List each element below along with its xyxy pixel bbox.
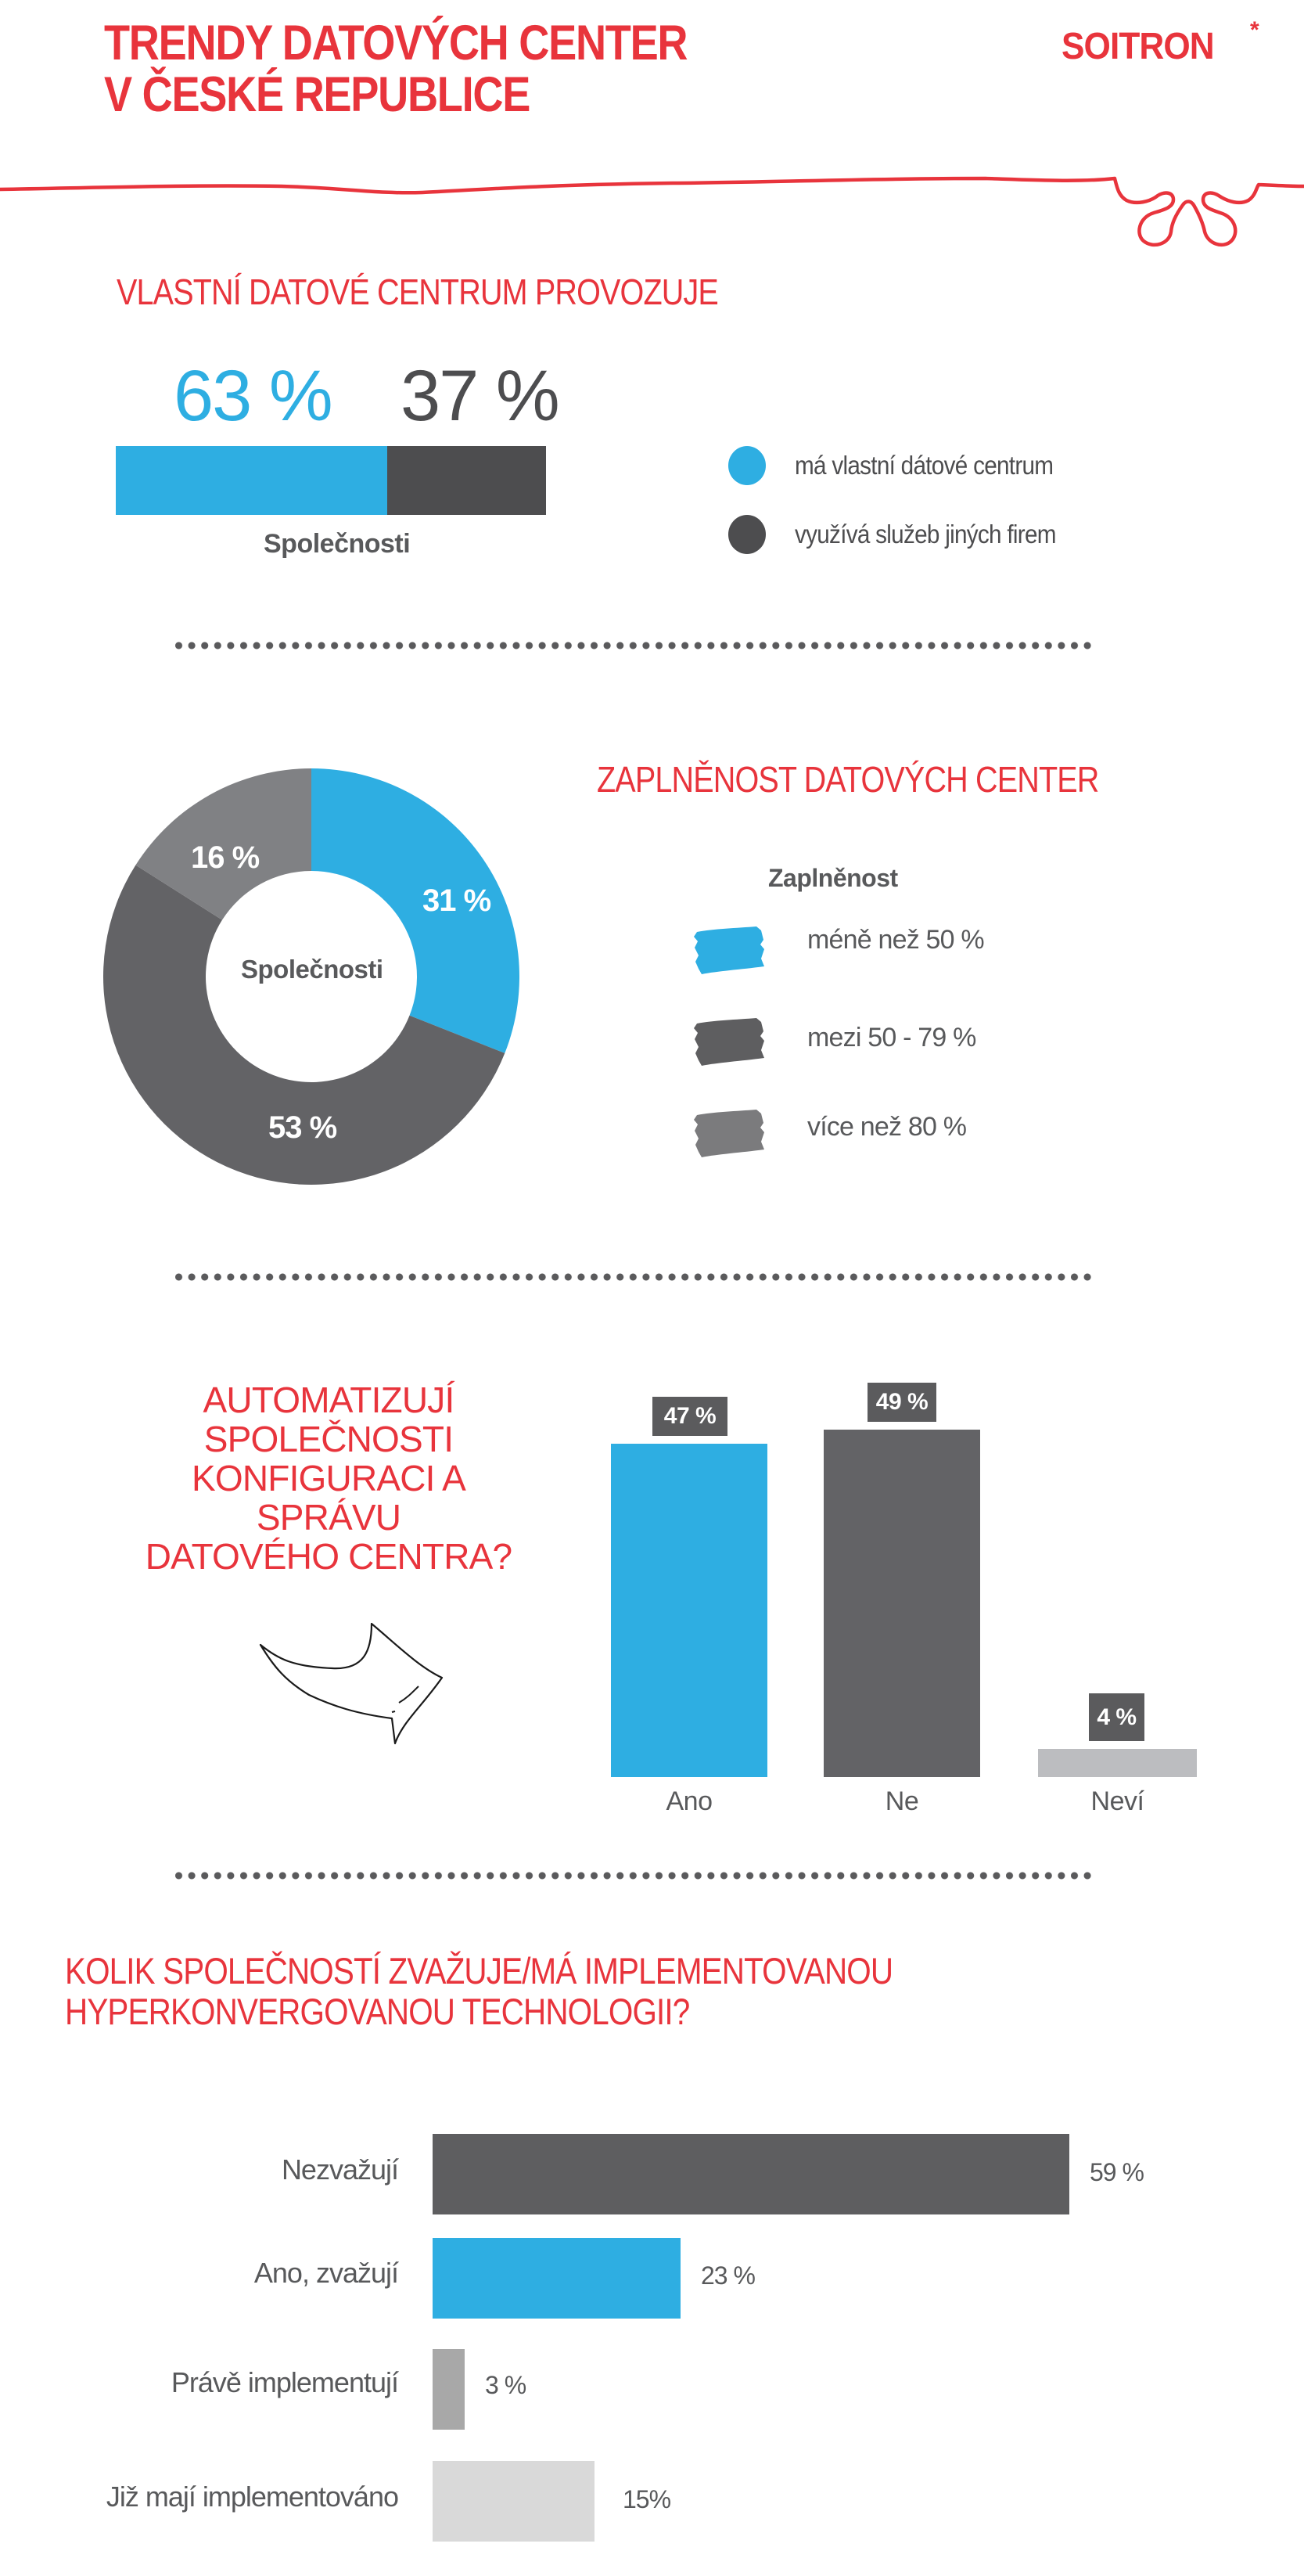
section4-title: KOLIK SPOLEČNOSTÍ ZVAŽUJE/MÁ IMPLEMENTOV…: [65, 1951, 893, 2032]
hbar-label-jiz-maji: Již mají implementováno: [106, 2481, 399, 2513]
main-title-line2: V ČESKÉ REPUBLICE: [104, 67, 530, 122]
section3-title-line: AUTOMATIZUJÍ: [203, 1380, 455, 1420]
section3-title: AUTOMATIZUJÍ SPOLEČNOSTI KONFIGURACI A S…: [117, 1380, 540, 1576]
red-wavy-line-decoration: [0, 176, 1304, 247]
own-dc-percentage: 63 %: [174, 356, 333, 436]
logo-asterisk-icon: *: [1250, 17, 1259, 43]
other-dc-percentage: 37 %: [401, 356, 560, 436]
hbar-ano-zvazuji: [433, 2238, 681, 2319]
section3-title-line: SPOLEČNOSTI: [203, 1419, 454, 1459]
legend-label-50-79: mezi 50 - 79 %: [807, 1023, 976, 1052]
dotted-divider: [175, 1872, 1095, 1880]
section3-title-line: DATOVÉHO CENTRA?: [145, 1536, 512, 1577]
section4-title-line2: HYPERKONVERGOVANOU TECHNOLOGII?: [65, 1991, 690, 2032]
stacked-bar-segment-own: [116, 446, 387, 515]
legend-label-over-80: více než 80 %: [807, 1112, 967, 1142]
legend-label-own: má vlastní dátové centrum: [795, 451, 1054, 480]
bar-category-nevi: Neví: [1090, 1786, 1144, 1816]
stacked-bar-segment-other: [386, 446, 546, 515]
donut-chart: [103, 768, 519, 1185]
section2-title: ZAPLNĚNOST DATOVÝCH CENTER: [597, 759, 1099, 800]
hbar-value-prave-implementuji: 3 %: [485, 2371, 526, 2399]
donut-label-53: 53 %: [268, 1110, 337, 1145]
donut-slice-less-50: [311, 768, 519, 1053]
main-title-line1: TRENDY DATOVÝCH CENTER: [104, 16, 688, 70]
stacked-bar-own-vs-other: [116, 446, 546, 515]
donut-slice-50-79: [103, 865, 505, 1185]
section3-title-line: KONFIGURACI A SPRÁVU: [192, 1458, 466, 1538]
hbar-jiz-maji: [433, 2461, 595, 2542]
bar-value-tag-ne: 49 %: [868, 1383, 936, 1422]
donut-label-31: 31 %: [422, 883, 491, 918]
bar-ne: [824, 1430, 980, 1777]
donut-center-label: Společnosti: [241, 955, 383, 984]
bar-category-ano: Ano: [666, 1786, 713, 1816]
donut-slice-over-80: [135, 768, 311, 920]
legend-swatch-blue-icon: [694, 926, 764, 974]
main-title: TRENDY DATOVÝCH CENTER V ČESKÉ REPUBLICE: [104, 16, 688, 122]
hbar-value-nezvazuji: 59 %: [1090, 2158, 1144, 2186]
bar-category-ne: Ne: [885, 1786, 919, 1816]
donut-label-16: 16 %: [191, 840, 260, 875]
legend-dot-dark-icon: [728, 515, 766, 554]
legend-title-zaplnenost: Zaplněnost: [768, 864, 898, 892]
dotted-divider: [175, 1273, 1095, 1281]
legend-label-other: využívá služeb jiných firem: [795, 520, 1057, 549]
hbar-label-prave-implementuji: Právě implementují: [171, 2366, 399, 2398]
soitron-logo: SOITRON: [1062, 26, 1215, 67]
hbar-label-nezvazuji: Nezvažují: [281, 2153, 399, 2186]
hbar-prave-implementuji: [433, 2349, 465, 2430]
legend-label-less-50: méně než 50 %: [807, 925, 985, 955]
legend-dot-blue-icon: [728, 446, 766, 485]
bar-ano: [611, 1444, 767, 1777]
hbar-value-jiz-maji: 15%: [623, 2485, 671, 2513]
bar-value-tag-nevi: 4 %: [1089, 1693, 1144, 1741]
section4-title-line1: KOLIK SPOLEČNOSTÍ ZVAŽUJE/MÁ IMPLEMENTOV…: [65, 1950, 893, 1991]
stacked-bar-caption: Společnosti: [264, 529, 411, 559]
dotted-divider: [175, 642, 1095, 649]
section1-title: VLASTNÍ DATOVÉ CENTRUM PROVOZUJE: [117, 272, 719, 312]
bar-nevi: [1038, 1749, 1197, 1777]
legend-swatch-gray-icon: [694, 1110, 764, 1157]
legend-swatch-dark-icon: [694, 1018, 764, 1066]
hbar-nezvazuji: [433, 2134, 1069, 2214]
hbar-label-ano-zvazuji: Ano, zvažují: [253, 2257, 399, 2289]
hand-drawn-arrow-icon: [259, 1622, 444, 1745]
bar-value-tag-ano: 47 %: [652, 1397, 727, 1436]
hbar-value-ano-zvazuji: 23 %: [701, 2261, 756, 2290]
